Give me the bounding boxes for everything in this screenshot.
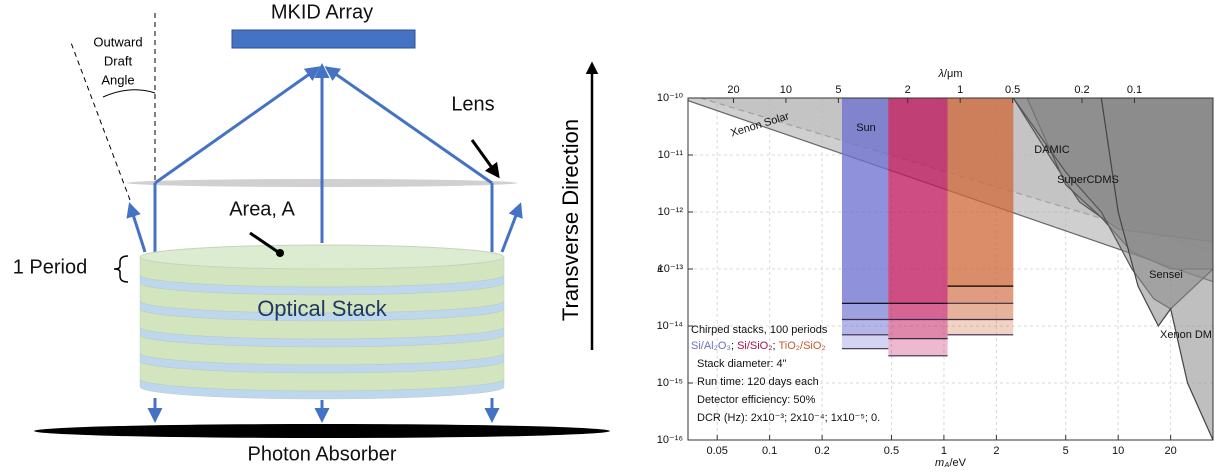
x2-tick-label: 20 [727, 84, 739, 96]
y-tick-label: 10⁻¹⁶ [657, 434, 683, 446]
annotation-title: Chirped stacks, 100 periods [691, 324, 828, 336]
x2-axis-unit: /μm [944, 68, 963, 80]
x-tick-label: 5 [1063, 445, 1069, 457]
y-tick-label: 10⁻¹¹ [658, 149, 684, 161]
y-tick-label: 10⁻¹⁴ [657, 320, 684, 332]
x-tick-label: 1 [941, 445, 947, 457]
constraint-label: Sensei [1149, 269, 1183, 281]
x-tick-label: 0.05 [706, 445, 727, 457]
x-axis-label: mA/eV [935, 457, 967, 467]
legend-entry: TiO₂/SiO₂ [778, 340, 825, 352]
x2-tick-label: 0.5 [1005, 84, 1020, 96]
annotation-line: DCR (Hz): 2x10⁻³; 2x10⁻⁴; 1x10⁻⁵; 0. [697, 412, 880, 424]
stack-label: Optical Stack [257, 296, 388, 321]
area-dot [276, 249, 284, 257]
x-axis-unit: /eV [950, 457, 967, 467]
x2-tick-label: 10 [780, 84, 792, 96]
area-label: Area, A [229, 198, 295, 220]
x2-tick-label: 5 [835, 84, 841, 96]
angle-arc [103, 90, 155, 97]
mkid-array [232, 30, 415, 48]
annotation-line: Stack diameter: 4" [697, 358, 787, 370]
annotation-line: Detector efficiency: 50% [697, 394, 816, 406]
stack-top [140, 245, 504, 269]
x2-tick-label: 0.2 [1074, 84, 1089, 96]
annotation-line: Run time: 120 days each [697, 376, 819, 388]
x2-tick-label: 1 [957, 84, 963, 96]
legend-entry: Si/SiO₂ [737, 340, 772, 352]
period-brace [114, 256, 128, 282]
plot-area [688, 98, 1213, 440]
constraint-label: DAMIC [1034, 144, 1070, 156]
photon-absorber [34, 424, 610, 438]
stack-band [842, 98, 888, 349]
y-tick-label: 10⁻¹² [658, 206, 684, 218]
lens-label: Lens [451, 93, 494, 115]
y-tick-label: 10⁻¹⁵ [657, 377, 683, 389]
constraint-label: Xenon DM [1160, 329, 1212, 341]
figure: MKID Array Photon Absorber Outward Draft… [0, 0, 1215, 467]
draft-label: Angle [101, 72, 134, 87]
direction-label: Transverse Direction [558, 119, 583, 321]
x-tick-label: 20 [1165, 445, 1177, 457]
optical-stack [140, 245, 504, 399]
x-tick-label: 0.2 [814, 445, 829, 457]
legend-entry: Si/Al₂O₃ [691, 340, 731, 352]
stack-band [888, 98, 947, 356]
y-tick-label: 10⁻¹⁰ [657, 92, 684, 104]
diagram: MKID Array Photon Absorber Outward Draft… [13, 1, 610, 465]
draft-label: Outward [93, 34, 142, 49]
stack-band [948, 98, 1014, 335]
constraint-label: Sun [856, 122, 876, 134]
x-tick-label: 0.1 [762, 445, 777, 457]
x-tick-label: 0.5 [884, 445, 899, 457]
x-tick-label: 10 [1112, 445, 1124, 457]
x2-tick-label: 2 [905, 84, 911, 96]
x2-axis-label: λ/μm [938, 68, 963, 80]
absorber-label: Photon Absorber [248, 443, 397, 465]
x-tick-label: 2 [993, 445, 999, 457]
constraint-label: SuperCDMS [1057, 174, 1119, 186]
legend: Si/Al₂O₃; Si/SiO₂; TiO₂/SiO₂ [691, 340, 826, 352]
x2-tick-label: 0.1 [1127, 84, 1142, 96]
y-axis-label: κ [657, 263, 663, 275]
detector-label: MKID Array [271, 1, 373, 23]
period-label: 1 Period [13, 256, 88, 278]
draft-label: Draft [104, 53, 133, 68]
x-axis-symbol: m [935, 457, 944, 467]
